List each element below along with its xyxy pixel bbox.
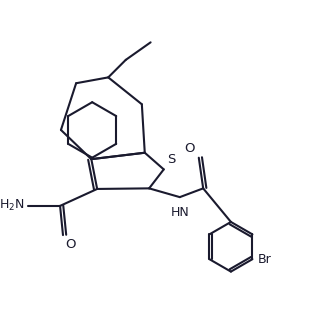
Text: Br: Br: [258, 253, 271, 266]
Text: HN: HN: [171, 206, 189, 219]
Text: H$_2$N: H$_2$N: [0, 198, 25, 214]
Text: O: O: [65, 238, 76, 251]
Text: S: S: [167, 153, 175, 166]
Text: O: O: [184, 142, 194, 155]
